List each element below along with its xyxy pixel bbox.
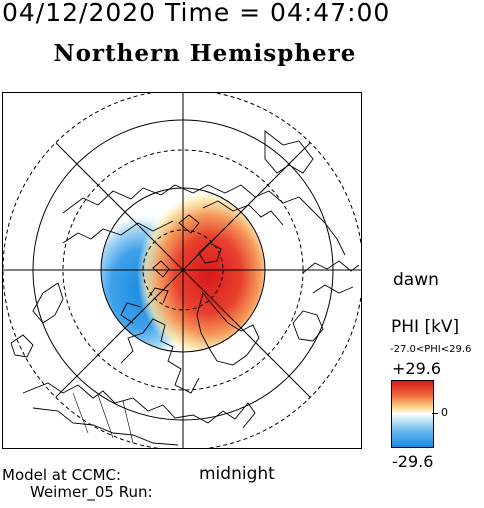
positive-potential-cell: [137, 189, 265, 352]
colorbar-max-label: +29.6: [392, 359, 442, 378]
potential-pattern: [101, 189, 265, 352]
colorbar-quantity-label: PHI [kV]: [391, 317, 460, 337]
colorbar-zero-label: 0: [441, 406, 448, 419]
midnight-label: midnight: [199, 464, 275, 484]
dawn-label: dawn: [393, 270, 439, 290]
polar-map: [2, 92, 362, 449]
coastlines: [10, 130, 360, 446]
colorbar-zero-tick: [432, 413, 438, 414]
model-label: Model at CCMC:: [2, 466, 122, 484]
timestamp: 04/12/2020 Time = 04:47:00: [2, 0, 391, 27]
colorbar-min-label: -29.6: [392, 452, 434, 471]
grid-detail: [72, 392, 134, 444]
meridian-lines: [3, 93, 361, 448]
hemisphere-title: Northern Hemisphere: [53, 40, 357, 67]
colorbar: [391, 380, 434, 448]
model-run-label: Weimer_05 Run:: [30, 483, 153, 501]
colorbar-range-text: -27.0<PHI<29.6: [390, 344, 472, 355]
